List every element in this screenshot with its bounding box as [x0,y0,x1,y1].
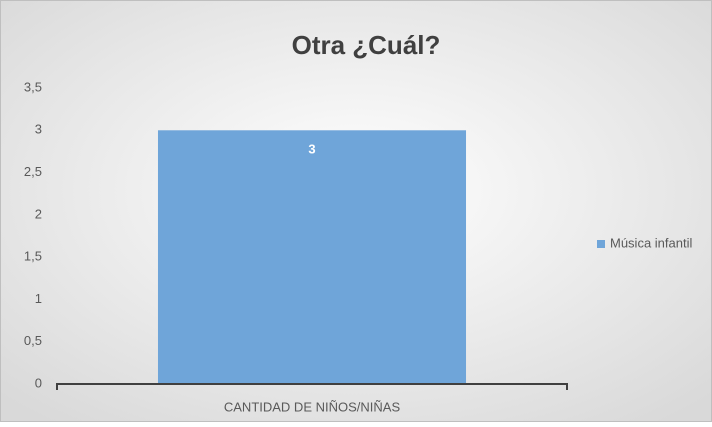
data-label: 3 [308,142,315,157]
y-tick-label: 2,5 [24,164,42,179]
y-tick-label: 1 [35,291,42,306]
x-tick-label: CANTIDAD DE NIÑOS/NIÑAS [224,399,401,414]
y-tick-label: 3,5 [24,79,42,94]
legend-label: Música infantil [610,235,692,250]
bar [157,130,467,384]
y-tick-label: 0,5 [24,333,42,348]
y-tick-label: 2 [35,206,42,221]
chart-title: Otra ¿Cuál? [292,30,441,60]
y-tick-label: 3 [35,122,42,137]
legend-swatch [597,240,605,248]
y-tick-label: 1,5 [24,249,42,264]
y-tick-label: 0 [35,375,42,390]
x-axis [56,383,568,390]
